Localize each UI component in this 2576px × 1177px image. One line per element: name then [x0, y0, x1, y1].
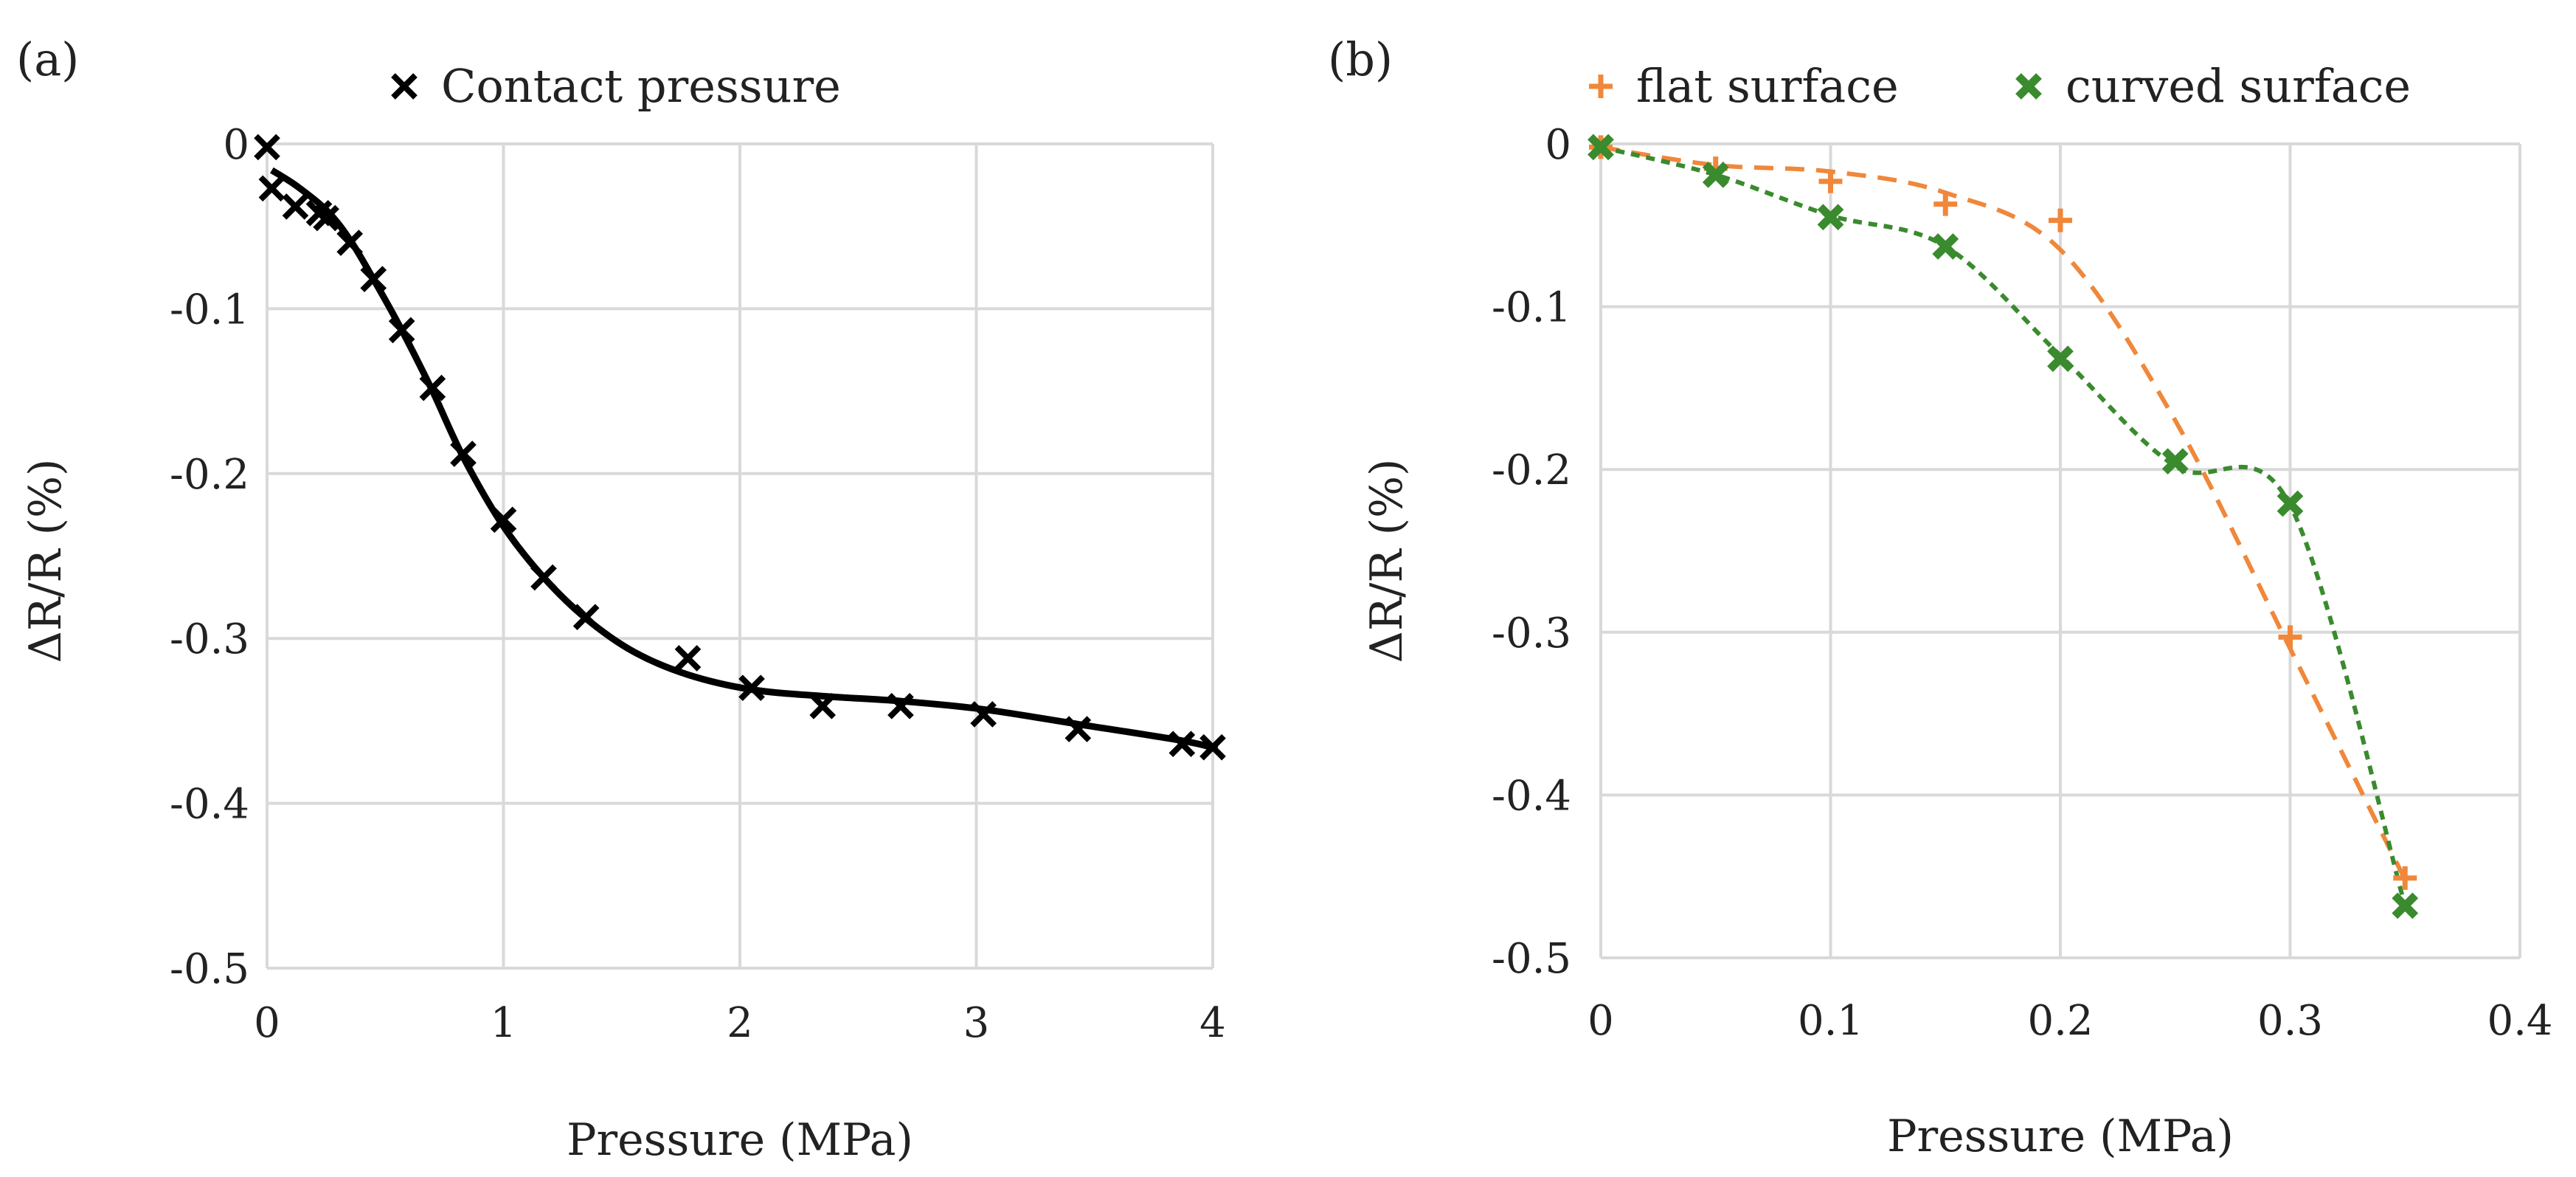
panel-a-chart: (a) Contact pressure 0 -0.1 -0.2 -0.3 -0.4 -0… — [16, 32, 1226, 1166]
curved-surface-point — [2276, 490, 2304, 517]
panel-a-x-tick-label: 0 — [254, 999, 280, 1047]
panel-b-y-tick-label: 0 — [1545, 121, 1571, 169]
panel-a-x-tick-labels: 0 1 2 3 4 — [254, 999, 1226, 1047]
panel-a-y-tick-label: -0.5 — [170, 945, 249, 993]
legend-flat-surface-symbol — [1589, 75, 1613, 98]
panel-b-label: (b) — [1328, 32, 1393, 86]
legend-curved-surface-symbol — [2015, 73, 2042, 100]
contact-pressure-point — [572, 604, 600, 630]
panel-a-y-tick-label: -0.4 — [170, 781, 249, 829]
panel-a-x-tick-label: 3 — [963, 999, 990, 1047]
panel-b-y-axis-title: ΔR/R (%) — [1361, 459, 1413, 663]
panel-b-chart: (b) flat surface curved surface 0 -0.1 -0.… — [1328, 32, 2553, 1162]
contact-pressure-trend-line — [270, 167, 1219, 753]
panel-b-y-tick-labels: 0 -0.1 -0.2 -0.3 -0.4 -0.5 — [1492, 121, 1571, 983]
panel-b-x-tick-label: 0.2 — [2027, 997, 2093, 1045]
contact-pressure-point — [970, 701, 997, 728]
panel-a-y-tick-label: -0.1 — [170, 286, 249, 334]
contact-pressure-point — [313, 204, 339, 232]
flat-surface-point — [1818, 169, 1843, 193]
panel-a-x-tick-label: 4 — [1199, 999, 1226, 1047]
contact-pressure-point — [388, 317, 415, 344]
legend-contact-pressure-marker — [391, 73, 418, 100]
panel-b-axes — [1599, 144, 2520, 959]
panel-b-x-tick-label: 0 — [1588, 997, 1614, 1045]
legend-curved-surface-label: curved surface — [2066, 59, 2411, 113]
panel-b-legend: flat surface curved surface — [1589, 59, 2411, 113]
contact-pressure-point — [809, 692, 837, 719]
legend-flat-surface-marker — [1589, 75, 1613, 98]
panel-a-y-tick-labels: 0 -0.1 -0.2 -0.3 -0.4 -0.5 — [170, 121, 249, 993]
panel-a-y-tick-label: 0 — [223, 121, 249, 169]
panel-a-trend-line — [270, 167, 1219, 753]
contact-pressure-point — [1168, 731, 1196, 758]
contact-pressure-point — [887, 692, 914, 719]
contact-pressure-point — [530, 564, 557, 591]
panel-a-y-axis-title: ΔR/R (%) — [20, 459, 72, 663]
panel-b-x-tick-label: 0.3 — [2257, 997, 2323, 1045]
panel-a-data-points — [254, 134, 1226, 761]
panel-b-y-tick-label: -0.2 — [1492, 446, 1571, 494]
contact-pressure-point — [1064, 716, 1092, 742]
panel-b-y-tick-label: -0.5 — [1492, 935, 1571, 983]
contact-pressure-point — [336, 229, 364, 256]
panel-a-y-tick-label: -0.2 — [170, 451, 249, 499]
flat-surface-point — [2049, 208, 2072, 232]
curved-surface-point — [2047, 345, 2074, 373]
panel-b-x-tick-labels: 0 0.1 0.2 0.3 0.4 — [1588, 997, 2552, 1045]
legend-curved-surface-marker — [2015, 73, 2042, 100]
panel-a-axes — [266, 144, 1213, 970]
curved-surface-point — [1817, 204, 1844, 231]
panel-b-y-tick-label: -0.4 — [1492, 772, 1571, 820]
panel-a-gridlines — [266, 142, 1214, 970]
panel-b-y-tick-label: -0.1 — [1492, 284, 1571, 332]
contact-pressure-point — [450, 441, 477, 467]
curved-surface-point — [2161, 448, 2189, 475]
contact-pressure-point — [1199, 734, 1226, 761]
contact-pressure-point — [360, 266, 387, 293]
flat-surface-point — [1933, 192, 1958, 216]
curved-surface-point — [1932, 233, 1959, 260]
panel-b-x-axis-title: Pressure (MPa) — [1887, 1111, 2234, 1162]
contact-pressure-point — [254, 134, 280, 161]
panel-b-trend-lines — [1600, 145, 2408, 907]
panel-a-legend: Contact pressure — [391, 59, 841, 113]
panel-b-x-tick-label: 0.4 — [2487, 997, 2552, 1045]
panel-b-y-tick-label: -0.3 — [1492, 610, 1571, 657]
panel-a-label: (a) — [16, 32, 79, 86]
panel-b-data-points — [1588, 134, 2419, 919]
panel-a-x-tick-label: 1 — [491, 999, 517, 1047]
legend-contact-pressure-symbol — [391, 73, 418, 100]
panel-a-y-tick-label: -0.3 — [170, 615, 249, 663]
curved-surface-point — [1702, 162, 1729, 188]
flat-surface-point — [2278, 625, 2302, 649]
legend-contact-pressure-label: Contact pressure — [441, 59, 841, 113]
curved-surface-point — [1588, 134, 1614, 161]
flat-surface-point — [2393, 866, 2417, 890]
panel-a-x-axis-title: Pressure (MPa) — [567, 1114, 913, 1166]
contact-pressure-point — [490, 506, 517, 534]
contact-pressure-point — [674, 645, 702, 672]
panel-a-x-tick-label: 2 — [727, 999, 753, 1047]
legend-flat-surface-label: flat surface — [1636, 59, 1899, 113]
contact-pressure-point — [258, 175, 285, 202]
contact-pressure-point — [738, 674, 765, 702]
curved-surface-trend-line — [1600, 145, 2408, 907]
curved-surface-point — [2392, 892, 2419, 919]
contact-pressure-point — [419, 374, 446, 401]
contact-pressure-point — [282, 193, 309, 220]
panel-b-x-tick-label: 0.1 — [1798, 997, 1863, 1045]
